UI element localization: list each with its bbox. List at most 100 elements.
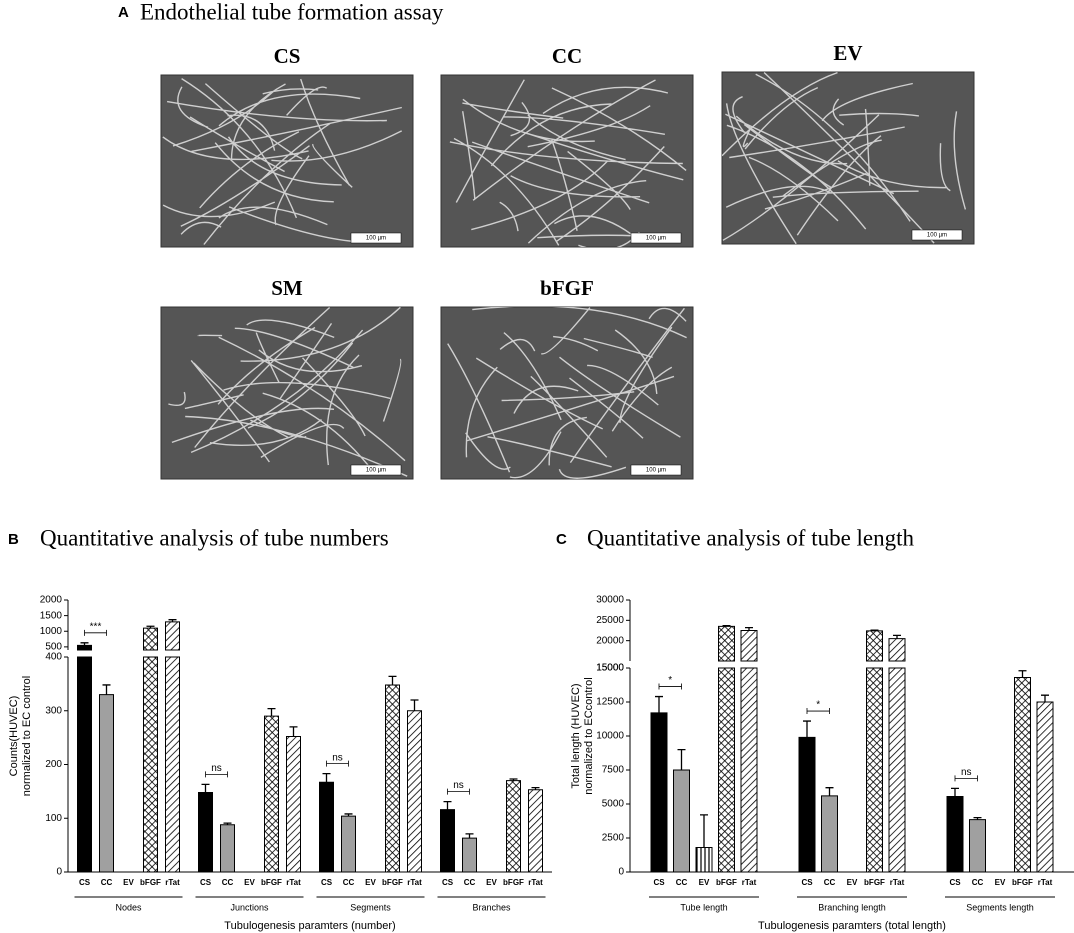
y-tick-label: 5000 (602, 799, 625, 810)
bar (341, 815, 356, 873)
y-tick-label: 200 (45, 759, 62, 770)
significance-label: * (668, 675, 672, 686)
x-tick-label: CS (200, 878, 212, 887)
y-tick-label: 15000 (596, 663, 624, 674)
x-tick-label: CC (343, 878, 355, 887)
x-tick-label: CC (222, 878, 234, 887)
y-tick-label: 400 (45, 652, 62, 663)
error-bar (168, 619, 177, 622)
error-bar (677, 748, 686, 770)
scale-label: 100 µm (366, 236, 386, 242)
bar (506, 780, 521, 873)
error-bar (531, 786, 540, 790)
error-bar (80, 642, 89, 646)
category-label: Branches (472, 902, 511, 912)
error-bar (223, 822, 232, 825)
bar (798, 736, 816, 873)
bar (385, 684, 400, 873)
scale-box (630, 232, 682, 244)
y-axis-label: normalized to EC control (21, 676, 33, 796)
y-tick-label: 30000 (596, 595, 624, 606)
y-tick-label: 1500 (40, 610, 63, 621)
significance-bracket (954, 775, 978, 782)
y-tick-label: 300 (45, 705, 62, 716)
chart-title: Quantitative analysis of tube length (587, 525, 915, 550)
error-bar (825, 787, 834, 796)
y-tick-label: 500 (45, 642, 62, 653)
y-tick-label: 2500 (602, 833, 625, 844)
charts: B Quantitative analysis of tube numbers 0 1… (8, 525, 1074, 932)
error-bar (1041, 694, 1049, 702)
scale-box (911, 229, 963, 241)
error-bar (410, 699, 419, 711)
y-tick-label: 1000 (40, 626, 63, 637)
error-bar (201, 783, 210, 793)
bar (969, 819, 986, 873)
bar (99, 694, 114, 873)
error-bar (722, 624, 731, 627)
x-tick-label: CS (949, 878, 961, 887)
error-bar (344, 813, 353, 817)
bar (440, 809, 455, 873)
image-label: CS (274, 44, 301, 68)
x-tick-label: bFGF (716, 878, 737, 887)
error-bar (443, 800, 452, 810)
x-tick-label: EV (123, 878, 134, 887)
error-bar (388, 675, 397, 685)
x-tick-label: CC (824, 878, 836, 887)
image-label: SM (271, 276, 303, 300)
y-tick-label: 15000 (596, 663, 624, 674)
tube-network (447, 307, 687, 479)
x-tick-label: CS (79, 878, 91, 887)
image-label: bFGF (540, 276, 594, 300)
x-tick-label: rTat (742, 878, 757, 887)
error-bar (951, 787, 959, 797)
category-label: Nodes (115, 902, 142, 912)
micrograph (721, 71, 975, 245)
error-bar (1018, 670, 1027, 678)
scale-label: 100 µm (366, 468, 386, 474)
x-tick-label: CS (801, 878, 813, 887)
x-tick-label: rTat (407, 878, 422, 887)
y-axis-label: Total length (HUVEC) (570, 683, 582, 788)
x-tick-label: EV (365, 878, 376, 887)
micrograph (440, 306, 694, 480)
bar (286, 736, 301, 873)
scale-label: 100 µm (646, 236, 666, 242)
x-tick-label: bFGF (1012, 878, 1033, 887)
bar (888, 638, 906, 873)
bar (143, 627, 158, 873)
panel-letter: B (8, 531, 19, 548)
error-bar (803, 720, 811, 738)
significance-label: ns (332, 752, 343, 763)
y-tick-label: 25000 (596, 615, 624, 626)
error-bar (146, 625, 155, 629)
error-bar (322, 772, 331, 783)
bar (220, 824, 235, 873)
error-bar (870, 629, 879, 631)
bar (319, 781, 334, 873)
error-bar (745, 627, 753, 631)
y-tick-label: 20000 (596, 635, 624, 646)
bar (77, 644, 92, 873)
y-tick-label: 10000 (596, 731, 624, 742)
x-tick-label: rTat (165, 878, 180, 887)
x-tick-label: bFGF (382, 878, 403, 887)
bar (1036, 701, 1054, 873)
significance-label: *** (90, 621, 102, 632)
y-tick-label: 100 (45, 813, 62, 824)
micrograph (160, 306, 414, 480)
image-grid: CS 100 µm CC 100 µm EV 100 µm SM 100 µm bFGF 100 … (160, 41, 975, 480)
bar (866, 630, 883, 873)
category-label: Branching length (818, 902, 886, 912)
error-bar (509, 778, 518, 781)
category-label: Segments (350, 902, 391, 912)
bar (650, 712, 668, 873)
category-label: Segments length (966, 902, 1034, 912)
bar (528, 789, 543, 873)
panel-letter: C (556, 531, 567, 548)
bar (264, 715, 279, 873)
x-tick-label: EV (244, 878, 255, 887)
error-bar (973, 816, 982, 820)
